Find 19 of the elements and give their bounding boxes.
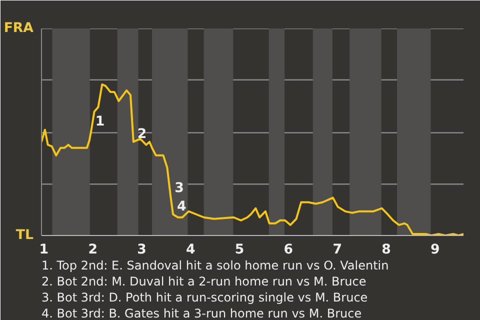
- x-tick-label: 8: [382, 242, 391, 258]
- x-tick-label: 1: [39, 242, 49, 258]
- text: 1. Top 2nd: E. Sandoval hit a solo home run vs O. Valentin: [42, 258, 389, 272]
- text: 4. Bot 3rd: B. Gates hit a 3-run home run vs M. Bruce: [42, 306, 362, 320]
- x-tick-label: 2: [88, 242, 98, 258]
- annotation: 1: [95, 114, 105, 130]
- x-tick-label: 6: [284, 242, 294, 258]
- annotation: 2: [137, 126, 147, 142]
- text: TL: [16, 228, 34, 243]
- annotation: 3: [174, 181, 184, 196]
- x-tick-label: 5: [234, 242, 244, 258]
- x-tick-label: 4: [186, 242, 196, 258]
- text: 3. Bot 3rd: D. Poth hit a run-scoring single vs M. Bruce: [42, 290, 368, 304]
- annotation: 4: [177, 199, 186, 214]
- text: 2. Bot 2nd: M. Duval hit a 2-run home run vs M. Bruce: [42, 274, 366, 288]
- x-tick-label: 3: [137, 242, 146, 258]
- text: FRA: [4, 21, 34, 36]
- x-tick-label: 9: [430, 242, 440, 258]
- x-tick-label: 7: [332, 242, 342, 258]
